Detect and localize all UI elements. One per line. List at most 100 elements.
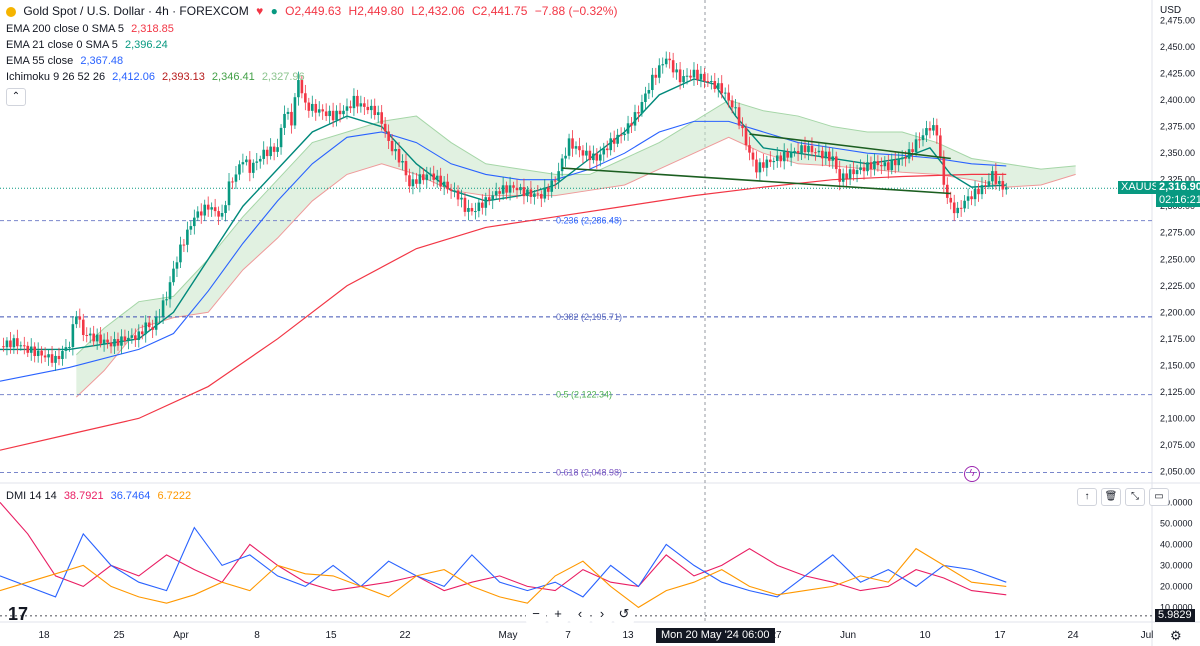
candle-body [574,146,578,149]
time-axis[interactable]: 18 25 Apr 8 15 22 May 7 13 27 Jun 10 17 24 Jul [38,630,1153,641]
candle-body [748,145,751,153]
zoom-in-button[interactable]: + [548,604,568,624]
candle-body [147,322,151,328]
reset-chart-button[interactable]: ↺ [614,604,634,624]
scroll-right-button[interactable]: › [592,604,612,624]
candle-body [654,74,658,78]
legend-ema200[interactable]: EMA 200 close 0 SMA 5 2,318.85 [6,23,174,35]
candle-body [290,111,293,126]
candle-body [540,193,543,199]
zoom-controls: − + ‹ › ↺ [526,604,634,626]
candle-body [102,339,106,344]
legend-ema21[interactable]: EMA 21 close 0 SMA 5 2,396.24 [6,39,168,51]
candle-body [945,184,949,198]
candle-body [696,69,699,80]
candle-body [519,187,522,191]
candle-body [418,174,422,184]
candle-body [630,123,633,126]
candle-body [324,111,328,117]
candle-body [310,103,314,111]
candle-body [543,187,547,199]
tradingview-logo-icon[interactable]: 17 [8,604,29,624]
axis-background [1152,0,1200,646]
trendline [562,167,951,195]
candle-body [109,342,113,347]
candle-body [880,165,883,167]
gear-icon[interactable]: ⚙ [1170,628,1182,643]
time-tick-label: 13 [622,630,634,641]
candle-body [88,333,92,336]
time-tick-label: 10 [919,630,931,641]
candle-body [113,339,116,347]
candle-body [286,111,290,114]
heart-icon[interactable]: ♥ [256,4,264,18]
candle-body [529,189,533,197]
dmi-axis[interactable]: 10.0000 20.0000 30.0000 40.0000 50.0000 60.00… [1160,497,1193,612]
candle-body [571,138,574,149]
price-tick-label: 2,425.00 [1160,69,1195,79]
zoom-out-button[interactable]: − [526,604,546,624]
candle-body [359,103,363,107]
candle-body [369,105,373,111]
candle-body [886,162,890,171]
price-tick-label: 2,350.00 [1160,148,1195,158]
candle-body [491,195,495,201]
candle-body [408,175,411,187]
time-tick-label: Apr [173,630,189,641]
symbol-title[interactable]: Gold Spot / U.S. Dollar · 4h · FOREXCOM [23,4,249,18]
candle-body [265,149,269,157]
delete-pane-icon[interactable]: 🗑 [1101,488,1121,506]
candle-body [821,150,824,159]
collapse-pane-icon[interactable]: ⤡ [1125,488,1145,506]
price-tick-label: 2,375.00 [1160,122,1195,132]
trendlines[interactable] [562,133,951,195]
candle-body [678,69,682,83]
candle-body [560,158,564,172]
currency-label[interactable]: USD [1160,5,1182,16]
legend-dmi[interactable]: DMI 14 14 38.7921 36.7464 6.7222 [6,490,192,502]
countdown-timer: 02:16:21 [1156,194,1200,207]
legend-ichimoku[interactable]: Ichimoku 9 26 52 26 2,412.06 2,393.13 2,… [6,71,305,83]
candle-body [595,153,599,161]
lightning-icon[interactable]: ϟ [964,466,980,482]
scroll-left-button[interactable]: ‹ [570,604,590,624]
candle-body [651,74,654,91]
candle-body [779,155,783,162]
maximize-pane-icon[interactable]: ▭ [1149,488,1169,506]
candle-body [19,345,23,347]
candle-body [911,149,914,153]
candle-body [991,171,994,182]
candle-body [765,159,769,168]
candle-body [515,187,519,191]
price-tick-label: 2,450.00 [1160,42,1195,52]
candle-body [501,185,505,194]
dmi-tick-label: 10.0000 [1160,602,1193,612]
candle-body [633,112,637,126]
time-tick-label: 17 [994,630,1006,641]
candle-body [446,181,449,190]
move-up-icon[interactable]: ↑ [1077,488,1097,506]
candle-body [151,327,154,330]
candle-body [893,159,897,166]
candle-body [342,110,345,115]
gold-symbol-icon [6,6,16,17]
candle-body [16,338,19,347]
candle-body [484,197,488,208]
candle-body [980,185,984,195]
time-tick-label: 18 [38,630,50,641]
candle-body [456,190,460,200]
candle-body [127,337,130,342]
candle-body [210,207,213,210]
candle-body [123,336,127,342]
dmi-series-line [0,526,1007,598]
candle-body [769,159,772,163]
candle-body [734,107,737,109]
candle-body [897,159,900,166]
candle-body [238,164,241,175]
legend-ema55[interactable]: EMA 55 close 2,367.48 [6,55,124,67]
collapse-legend-button[interactable]: ⌃ [6,88,26,106]
candle-body [932,125,935,131]
candle-body [689,75,692,78]
candle-body [172,268,175,283]
